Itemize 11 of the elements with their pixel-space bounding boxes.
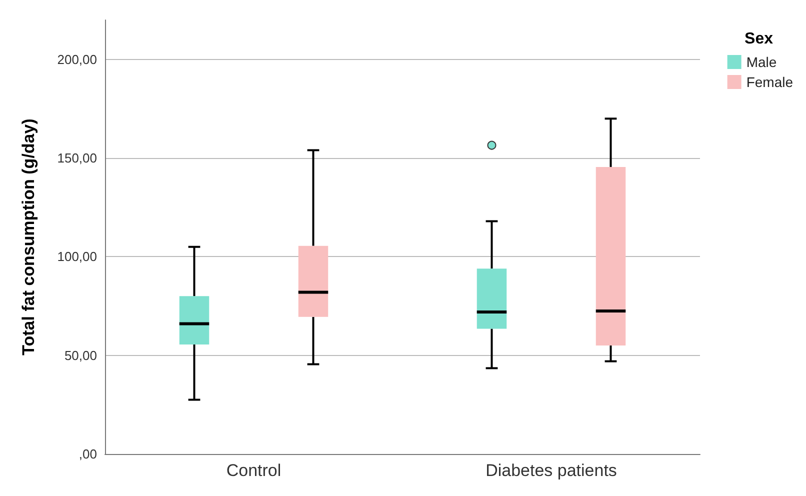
- y-tick-label: 100,00: [57, 249, 97, 264]
- x-tick-label: Control: [226, 461, 282, 480]
- y-tick-label: ,00: [78, 446, 97, 462]
- y-axis-title: Total fat consumption (g/day): [19, 118, 38, 356]
- x-tick-label: Diabetes patients: [486, 461, 617, 480]
- legend-label: Female: [746, 74, 794, 90]
- y-tick-label: 200,00: [57, 52, 97, 67]
- legend-label: Male: [746, 54, 777, 70]
- y-tick-label: 150,00: [57, 150, 97, 166]
- legend-title: Sex: [744, 30, 774, 48]
- y-tick-label: 50,00: [64, 348, 97, 363]
